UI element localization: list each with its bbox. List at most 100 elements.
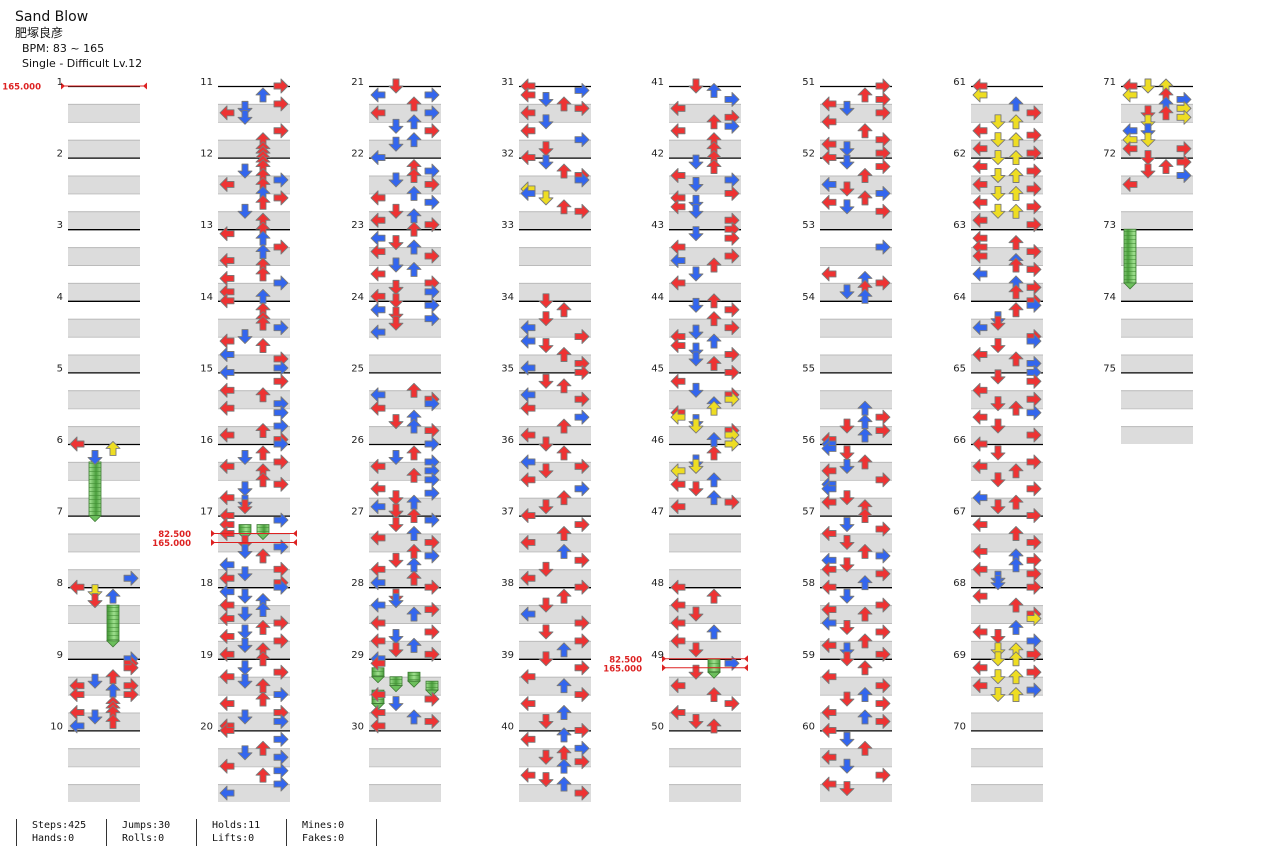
- arrow-up-icon: [556, 543, 572, 559]
- beat-band: [820, 515, 892, 534]
- arrow-up-icon: [1008, 132, 1024, 148]
- stats-col-holds: Holds:11 Lifts:0: [196, 819, 302, 846]
- arrow-right-icon: [273, 190, 289, 206]
- beat-band: [669, 408, 741, 427]
- measure-21: [369, 85, 441, 158]
- beat-band: [971, 247, 1043, 265]
- beat-band: [218, 605, 290, 623]
- arrow-right-icon: [273, 579, 289, 595]
- arrow-up-icon: [857, 543, 873, 559]
- measure-25: [369, 372, 441, 444]
- arrow-left-icon: [972, 141, 988, 157]
- arrow-up-icon: [857, 87, 873, 103]
- measure-35: [519, 372, 591, 444]
- arrow-down-icon: [538, 436, 554, 452]
- arrow-right-icon: [424, 512, 440, 528]
- bpm-change: 82.500: [609, 655, 748, 665]
- arrow-down-icon: [388, 172, 404, 188]
- arrow-left-icon: [370, 87, 386, 103]
- arrow-left-icon: [370, 324, 386, 340]
- arrow-up-icon: [857, 454, 873, 470]
- arrow-right-icon: [273, 454, 289, 470]
- beat-band: [369, 694, 441, 713]
- arrow-right-icon: [1026, 579, 1042, 595]
- arrow-left-icon: [821, 114, 837, 130]
- measure-number: 74: [1103, 292, 1116, 303]
- arrow-left-icon: [370, 212, 386, 228]
- arrow-up-icon: [857, 633, 873, 649]
- beat-band: [218, 587, 290, 606]
- beat-band: [971, 497, 1043, 516]
- measure-38: [519, 587, 591, 659]
- arrow-left-icon: [370, 190, 386, 206]
- arrow-right-icon: [875, 275, 891, 291]
- arrow-down-icon: [688, 226, 704, 242]
- measure-34: [519, 300, 591, 373]
- arrow-left-icon: [972, 543, 988, 559]
- arrow-right-icon: [875, 472, 891, 488]
- beat-band: [820, 265, 892, 283]
- bpm-value: 82.500: [609, 655, 642, 665]
- measure-24: [369, 300, 441, 373]
- arrow-up-icon: [706, 687, 722, 703]
- beat-band: [669, 372, 741, 391]
- beat-band: [519, 354, 591, 373]
- measure-12: [218, 157, 290, 230]
- arrow-left-icon: [520, 669, 536, 685]
- arrow-down-icon: [388, 449, 404, 465]
- song-header: Sand Blow 肥塚良彦 BPM: 83 ~ 165 Single - Di…: [15, 8, 142, 71]
- arrow-down-icon: [688, 297, 704, 313]
- arrow-left-icon: [670, 275, 686, 291]
- beat-band: [1121, 175, 1193, 194]
- arrow-left-icon: [520, 333, 536, 349]
- measure-number: 45: [651, 363, 664, 374]
- arrow-left-icon: [219, 347, 235, 362]
- arrow-down-icon: [237, 566, 253, 582]
- beat-band: [369, 265, 441, 283]
- measure-number: 20: [200, 721, 213, 732]
- arrow-down-icon: [990, 687, 1006, 703]
- arrow-left-icon: [821, 579, 837, 595]
- beat-band: [971, 748, 1043, 767]
- arrow-left-icon: [821, 615, 837, 631]
- arrow-down-icon: [990, 185, 1006, 201]
- beat-band: [519, 211, 591, 230]
- beat-band: [669, 86, 741, 104]
- arrow-up-icon: [1008, 235, 1024, 251]
- arrow-up-icon: [255, 423, 271, 439]
- arrow-right-icon: [424, 579, 440, 595]
- arrow-right-icon: [574, 579, 590, 595]
- beat-band: [820, 658, 892, 677]
- arrow-right-icon: [424, 123, 440, 139]
- arrow-right-icon: [574, 481, 590, 497]
- beat-band: [519, 318, 591, 337]
- arrow-right-icon: [574, 329, 590, 345]
- arrow-up-icon: [406, 96, 422, 112]
- measure-44: [669, 300, 741, 373]
- arrow-left-icon: [821, 749, 837, 765]
- arrow-right-icon: [273, 320, 289, 336]
- beat-band: [369, 515, 441, 534]
- beat-band: [519, 121, 591, 140]
- beat-band: [369, 479, 441, 498]
- beat-band: [218, 408, 290, 427]
- beat-band: [218, 336, 290, 355]
- beat-band: [971, 623, 1043, 641]
- arrow-left-icon: [219, 646, 235, 662]
- beat-band: [1121, 426, 1193, 444]
- arrow-left-icon: [821, 722, 837, 738]
- hold-body: [1123, 228, 1137, 284]
- beat-band: [669, 390, 741, 409]
- beat-band: [369, 569, 441, 588]
- arrow-up-icon: [706, 588, 722, 604]
- arrow-down-icon: [990, 445, 1006, 461]
- arrow-down-icon: [839, 458, 855, 474]
- arrow-left-icon: [520, 570, 536, 586]
- beat-band: [369, 247, 441, 265]
- arrow-left-icon: [370, 400, 386, 416]
- arrow-left-icon: [670, 633, 686, 649]
- beat-band: [218, 300, 290, 319]
- beat-band: [369, 533, 441, 552]
- arrow-left-icon: [370, 105, 386, 121]
- beat-band: [218, 86, 290, 104]
